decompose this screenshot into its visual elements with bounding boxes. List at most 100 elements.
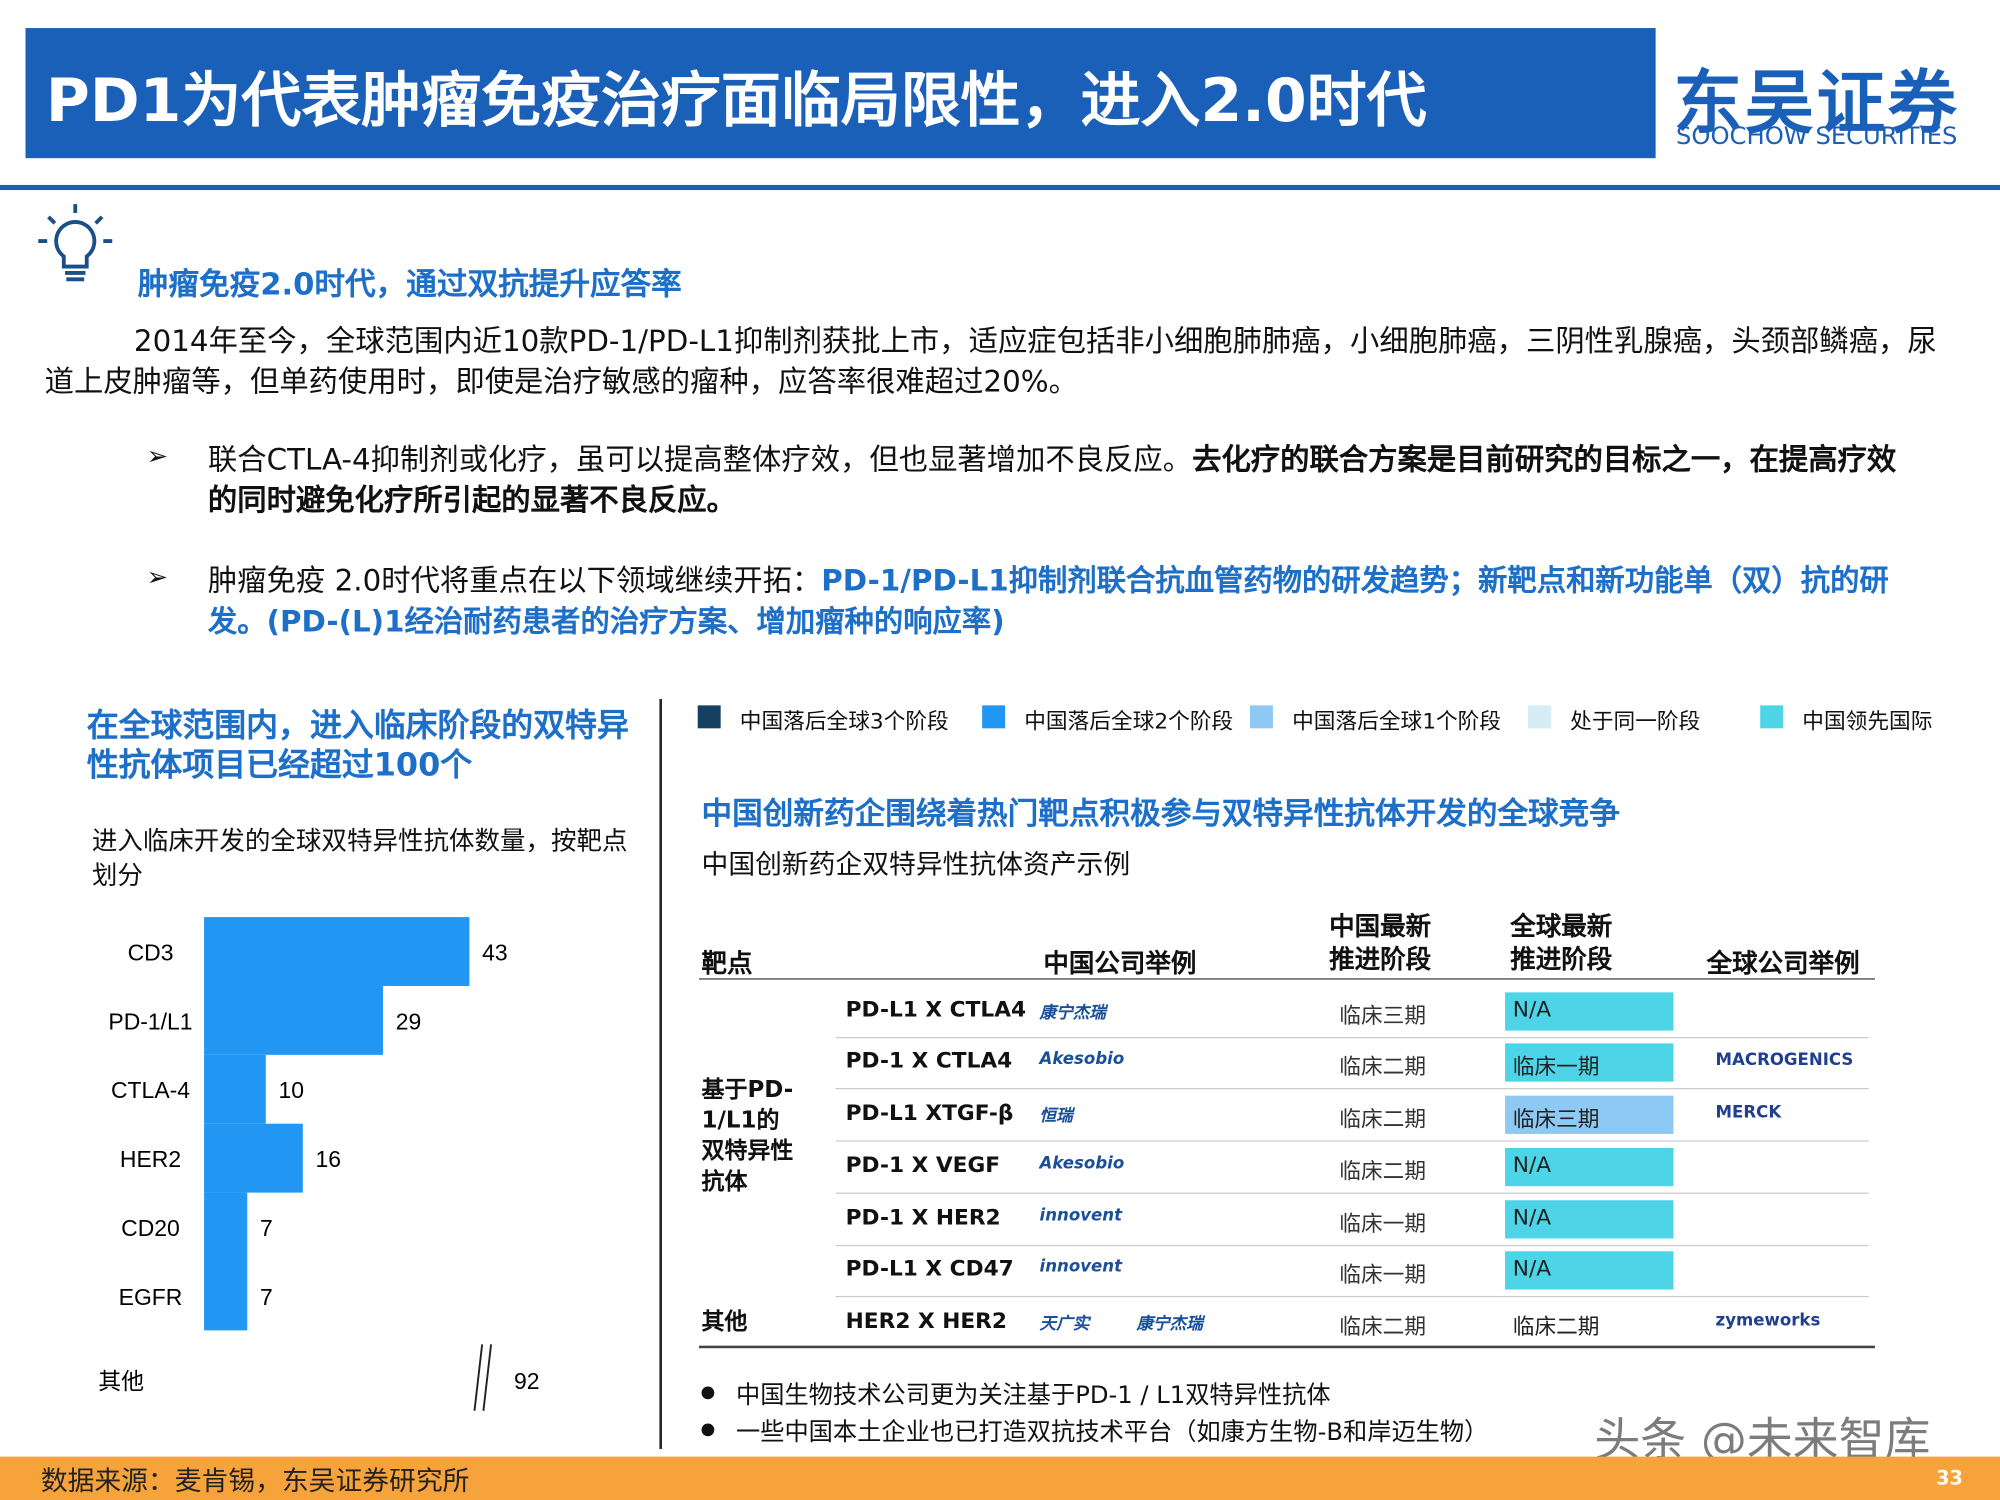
bullet-emphasis: PD-1/PD-L1抑制剂联合抗血管药物的研发趋势；新靶点和新功能单（双）抗的研… xyxy=(207,565,1889,640)
target: PD-L1 XTGF-β xyxy=(845,1100,1014,1127)
company-logo: 恒瑞 xyxy=(1039,1107,1073,1127)
category-label: EGFR xyxy=(119,1284,183,1310)
company-logo: 康宁杰瑞 xyxy=(1039,1003,1106,1023)
row-rule xyxy=(835,1036,1869,1039)
group-label: 其他 xyxy=(701,1308,748,1336)
bullet-lead: 联合CTLA-4抑制剂或化疗，虽可以提高整体疗效，但也显著增加不良反应。 xyxy=(207,443,1193,478)
row-rule xyxy=(835,1295,1869,1298)
row-rule xyxy=(835,1192,1869,1194)
row-rule xyxy=(835,1088,1869,1090)
bar xyxy=(204,985,384,1055)
note-dot xyxy=(701,1386,715,1400)
company-logo: Akesobio xyxy=(1039,1154,1125,1174)
logo-cn: 东吴证券 xyxy=(1673,62,1960,143)
intro-paragraph: 2014年至今，全球范围内近10款PD-1/PD-L1抑制剂获批上市，适应症包括… xyxy=(44,325,1937,400)
global-stage-text: 临床二期 xyxy=(1512,1315,1600,1341)
target: PD-1 X VEGF xyxy=(845,1153,1001,1179)
global-stage: 临床三期 xyxy=(1505,1095,1674,1134)
global-company-logo: MERCK xyxy=(1715,1103,1782,1123)
cn-stage: 临床一期 xyxy=(1339,1211,1427,1238)
cn-stage: 临床二期 xyxy=(1339,1315,1427,1341)
logo-en: SOOCHOW SECURITIES xyxy=(1676,122,1958,151)
table-bottom-rule xyxy=(698,1345,1875,1349)
section-heading: 肿瘤免疫2.0时代，通过双抗提升应答率 xyxy=(137,266,682,303)
cn-stage: 临床一期 xyxy=(1339,1262,1427,1289)
cn-stage: 临床三期 xyxy=(1339,1003,1427,1030)
global-stage-text: N/A xyxy=(1512,997,1552,1023)
group-label: 基于PD-1/L1的双特异性抗体 xyxy=(701,1075,794,1195)
bar xyxy=(204,1192,248,1262)
global-stage-text: N/A xyxy=(1512,1153,1552,1179)
bar xyxy=(204,1261,248,1331)
global-company-logo: MACROGENICS xyxy=(1715,1051,1854,1071)
bar-chart: CD3 43 PD-1/L1 29 CTLA-4 10 HER2 16 CD20 7 EGFR 7 其他… xyxy=(98,917,540,1411)
table-header: 中国最新推进阶段 xyxy=(1329,910,1432,975)
global-stage-text: N/A xyxy=(1512,1205,1552,1231)
bar xyxy=(204,1054,266,1124)
bullet-marker: ➢ xyxy=(146,440,169,471)
target: PD-L1 X CTLA4 xyxy=(845,997,1027,1023)
note-dot xyxy=(701,1423,715,1437)
row-rule xyxy=(835,1244,1869,1247)
target: HER2 X HER2 xyxy=(845,1308,1007,1335)
bullet-marker: ➢ xyxy=(146,561,169,592)
category-label: PD-1/L1 xyxy=(108,1008,192,1034)
break-stroke xyxy=(482,1344,493,1411)
page-number: 33 xyxy=(1936,1466,1963,1490)
bar xyxy=(204,1123,303,1193)
category-label: CTLA-4 xyxy=(111,1077,190,1103)
left-heading: 在全球范围内，进入临床阶段的双特异性抗体项目已经超过100个 xyxy=(86,706,629,784)
cn-stage: 临床二期 xyxy=(1339,1054,1427,1081)
global-stage: 临床一期 xyxy=(1505,1043,1674,1082)
global-stage: N/A xyxy=(1505,1251,1674,1290)
category-label: HER2 xyxy=(120,1146,181,1172)
legend-label: 中国落后全球1个阶段 xyxy=(1292,709,1502,735)
header-rule xyxy=(0,184,2000,191)
bullet-emphasis: 去化疗的联合方案是目前研究的目标之一，在提高疗效的同时避免化疗所引起的显著不良反… xyxy=(207,443,1897,518)
legend-swatch xyxy=(697,705,721,729)
global-stage: N/A xyxy=(1505,992,1674,1031)
legend-label: 中国落后全球2个阶段 xyxy=(1024,709,1234,735)
value-label: 7 xyxy=(260,1284,273,1310)
category-label: CD3 xyxy=(128,939,174,965)
value-label: 16 xyxy=(316,1146,342,1172)
axis-break xyxy=(473,1344,493,1411)
footer-bar xyxy=(0,1456,2000,1500)
target: PD-1 X HER2 xyxy=(845,1205,1001,1231)
global-stage: 临床二期 xyxy=(1505,1304,1673,1342)
footer-source: 数据来源：麦肯锡，东吴证券研究所 xyxy=(40,1465,470,1497)
row-rule xyxy=(835,1140,1869,1142)
table-header: 靶点 xyxy=(701,947,753,979)
break-stroke xyxy=(473,1344,484,1411)
right-subtitle: 中国创新药企双特异性抗体资产示例 xyxy=(701,849,1131,881)
value-label: 43 xyxy=(482,939,508,965)
company-logo: innovent xyxy=(1039,1257,1123,1277)
global-stage: N/A xyxy=(1505,1200,1674,1239)
legend-swatch xyxy=(1760,705,1784,729)
company-logo: 天广实 xyxy=(1039,1315,1090,1335)
global-stage: N/A xyxy=(1505,1147,1674,1187)
global-stage-text: 临床三期 xyxy=(1512,1107,1600,1133)
company-logo: Akesobio xyxy=(1039,1049,1125,1069)
chart-title: 进入临床开发的全球双特异性抗体数量，按靶点划分 xyxy=(91,825,628,891)
value-label: 92 xyxy=(514,1368,540,1394)
lightbulb-icon xyxy=(38,204,113,282)
category-label: 其他 xyxy=(98,1369,144,1395)
target: PD-L1 X CD47 xyxy=(845,1256,1014,1282)
slide-title: PD1为代表肿瘤免疫治疗面临局限性，进入2.0时代 xyxy=(45,66,1427,137)
value-label: 29 xyxy=(396,1008,422,1034)
legend-swatch xyxy=(982,705,1006,729)
legend-label: 中国领先国际 xyxy=(1802,709,1933,735)
note-text: 中国生物技术公司更为关注基于PD-1 / L1双特异性抗体 xyxy=(735,1381,1331,1410)
global-stage-text: 临床一期 xyxy=(1512,1054,1600,1081)
value-label: 7 xyxy=(260,1215,273,1241)
legend-swatch xyxy=(1528,705,1552,729)
legend-swatch xyxy=(1249,705,1273,729)
legend-label: 中国落后全球3个阶段 xyxy=(739,709,949,735)
bullet-lead: 肿瘤免疫 2.0时代将重点在以下领域继续开拓： xyxy=(207,565,822,599)
table-header: 全球最新推进阶段 xyxy=(1510,910,1613,975)
